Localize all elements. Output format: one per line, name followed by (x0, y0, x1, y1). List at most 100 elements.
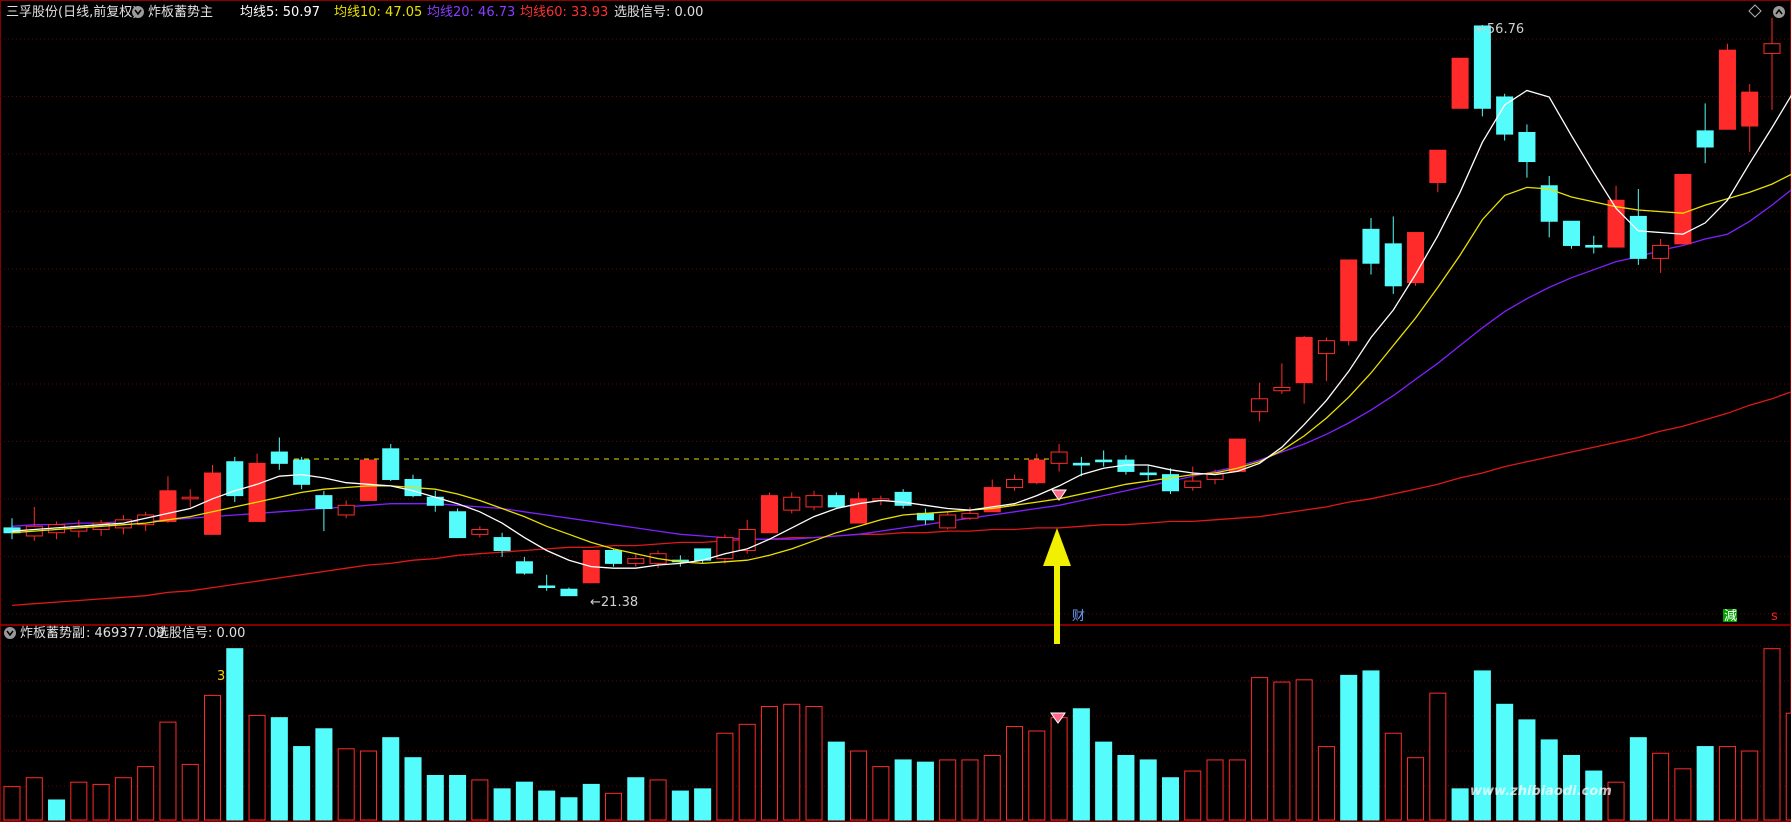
volume-bar (359, 750, 377, 821)
candle-body (1184, 480, 1202, 489)
volume-bar (1674, 768, 1692, 821)
volume-bar (604, 792, 623, 821)
candle-body (760, 495, 778, 534)
volume-bar (114, 777, 132, 821)
volume-bar (48, 799, 66, 821)
candle-body (1473, 25, 1491, 109)
candle-body (738, 529, 756, 551)
sub-signal-label: 选股信号: 0.00 (156, 626, 245, 641)
candle-body (1384, 243, 1402, 287)
candle-body (449, 511, 467, 539)
candle-body (1362, 228, 1380, 264)
volume-bar (1340, 674, 1358, 821)
candle-body (783, 496, 801, 511)
ma20-path (11, 189, 1791, 540)
candle-body (805, 495, 823, 508)
ma60-line (11, 391, 1791, 607)
volume-bar (538, 790, 556, 821)
volume-bar (1585, 770, 1603, 821)
marker-s: s (1771, 609, 1778, 624)
volume-bar (1317, 746, 1335, 821)
candle-body (1429, 149, 1447, 184)
volume-bar (3, 786, 21, 821)
volume-bar (1518, 719, 1536, 821)
ma10-label: 均线10: 47.05 (334, 5, 422, 20)
buy-arrow-head-icon (1043, 528, 1071, 566)
collapse-icon[interactable] (1773, 6, 1785, 18)
volume-bar (1139, 759, 1157, 821)
volume-bar (1161, 777, 1180, 821)
candlesticks (3, 17, 1781, 597)
candle-body (337, 504, 355, 516)
candle-body (1340, 259, 1358, 342)
candle-body (159, 490, 177, 522)
candle-body (359, 459, 377, 501)
volume-bar (894, 759, 912, 821)
volume-bar (1540, 739, 1558, 821)
diamond-icon[interactable] (1748, 4, 1762, 18)
candle-body (1028, 459, 1046, 484)
candle-body (382, 448, 400, 480)
volume-bar (1785, 712, 1791, 821)
volume-bar (1273, 681, 1291, 821)
watermark-text: www.zhibiaodi.com (1470, 784, 1612, 799)
marker-jian-bg (1723, 609, 1737, 622)
volume-bar (70, 781, 88, 821)
volume-bar (850, 750, 868, 821)
volume-bar (337, 748, 355, 821)
volume-bar (760, 706, 778, 821)
main-pane-header: 三孚股份(日线,前复权) 炸板蓄势主 均线5: 50.97 均线10: 47.0… (6, 4, 703, 20)
candle-body (1763, 43, 1781, 54)
volume-bar (382, 737, 400, 821)
marker-cai: 财 (1072, 609, 1085, 624)
volume-bar (315, 728, 333, 821)
candle-body (538, 585, 556, 588)
marker-jian: 減 (1724, 608, 1737, 624)
candle-body (604, 549, 623, 564)
high-price-label: ←56.76 (1476, 22, 1524, 37)
volume-bar (694, 788, 712, 821)
volume-gem-icon (1050, 712, 1066, 724)
ma5-label: 均线5: 50.97 (240, 5, 320, 20)
volume-bar (1050, 717, 1068, 821)
volume-bar (1473, 670, 1491, 821)
indicator-name[interactable]: 炸板蓄势主 (148, 4, 213, 20)
volume-bar (203, 694, 222, 821)
volume-bar (983, 754, 1001, 821)
volume-bar (471, 779, 489, 821)
volume-bar (449, 775, 467, 821)
volume-bar (1451, 788, 1469, 821)
candle-body (1629, 215, 1647, 259)
volume-bar (1562, 754, 1581, 821)
volume-bar (627, 777, 645, 821)
candle-body (1562, 220, 1581, 246)
sub-indicator-menu-icon[interactable] (4, 627, 16, 639)
volume-bar (1072, 708, 1090, 821)
sub-indicator-name[interactable]: 炸板蓄势副 (20, 625, 85, 641)
candle-body (315, 495, 333, 510)
volume-bar (961, 759, 979, 821)
candle-body (961, 512, 979, 519)
volume-marker-label: 3 (217, 669, 225, 684)
volume-bar (1629, 737, 1647, 821)
volume-bar (916, 761, 934, 821)
candle-body (939, 514, 957, 529)
candle-body (493, 537, 511, 551)
candle-body (1095, 459, 1113, 463)
ma5-line (11, 89, 1791, 569)
candle-body (226, 461, 244, 497)
volume-bar (1407, 757, 1425, 821)
volume-bar (515, 781, 533, 821)
volume-bar (783, 703, 801, 821)
candle-body (1540, 185, 1558, 222)
candle-body (1585, 244, 1603, 248)
volume-bar (805, 706, 823, 821)
price-gridlines (0, 38, 1791, 615)
stock-title[interactable]: 三孚股份(日线,前复权) (6, 4, 137, 20)
volume-bar (827, 741, 845, 821)
volume-bar (1763, 648, 1781, 821)
indicator-menu-icon[interactable] (132, 6, 144, 18)
volume-bar (92, 783, 110, 821)
candle-body (471, 529, 489, 535)
